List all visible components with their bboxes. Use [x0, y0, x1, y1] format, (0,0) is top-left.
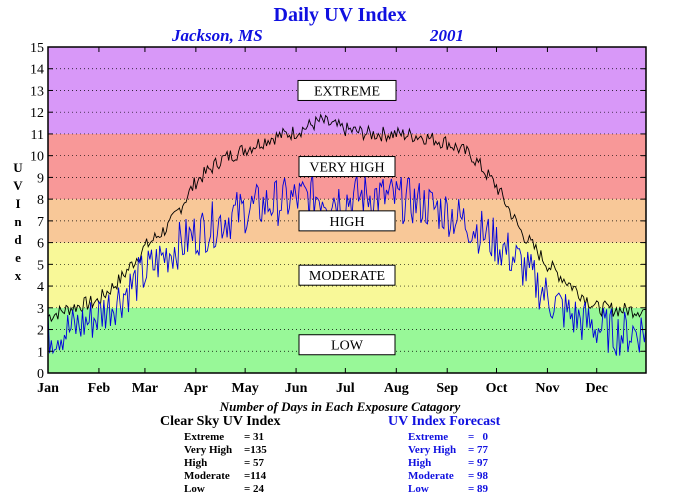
series-line-forecast: [47, 172, 647, 356]
chart-subtitle-year: 2001: [430, 26, 464, 45]
clear-sky-row: Extreme = 31: [184, 431, 265, 443]
band-label: EXTREME: [314, 84, 380, 99]
forecast-row: Very High = 77: [408, 444, 489, 456]
band-label-box: [298, 264, 396, 286]
clear-sky-row: Very High =135: [184, 444, 267, 456]
x-tick-label: May: [232, 381, 259, 396]
y-axis-label-letter: n: [14, 214, 22, 229]
x-tick-label: Sep: [436, 381, 458, 396]
band-label-box: [298, 334, 396, 356]
band-label: LOW: [331, 339, 364, 354]
clear-sky-stats: Clear Sky UV Index Extreme = 31 Very High…: [160, 414, 280, 496]
clear-sky-header: Clear Sky UV Index: [160, 414, 281, 429]
x-tick-label: Jan: [37, 381, 59, 396]
y-tick-label: 2: [37, 324, 44, 339]
band-label: HIGH: [330, 215, 365, 230]
y-axis-label-letter: d: [14, 232, 22, 247]
band-label-box: [298, 210, 396, 232]
forecast-stats: UV Index Forecast Extreme = 0 Very High = …: [388, 414, 500, 496]
x-tick-label: Feb: [88, 381, 111, 396]
y-axis-label-letter: x: [15, 268, 22, 283]
x-tick-label: Dec: [585, 381, 608, 396]
x-tick-label: Aug: [384, 381, 409, 396]
y-axis-label-letter: U: [13, 160, 23, 175]
y-tick-label: 9: [37, 171, 44, 186]
y-tick-label: 12: [30, 106, 44, 121]
y-tick-label: 10: [30, 150, 44, 165]
y-tick-label: 4: [37, 280, 44, 295]
category-title: Number of Days in Each Exposure Catagory: [219, 399, 461, 414]
band-label-box: [297, 79, 397, 101]
x-tick-label: Apr: [184, 381, 208, 396]
y-tick-label: 13: [30, 84, 44, 99]
forecast-row: High = 97: [408, 457, 489, 469]
band-label: MODERATE: [309, 269, 385, 284]
clear-sky-row: High = 57: [184, 457, 265, 469]
y-tick-label: 1: [37, 345, 44, 360]
x-tick-label: Jun: [285, 381, 308, 396]
y-tick-label: 7: [37, 215, 44, 230]
series-line-clear-sky: [47, 113, 646, 323]
y-axis-label-letter: V: [13, 178, 23, 193]
x-tick-label: Nov: [535, 381, 559, 396]
y-tick-label: 6: [37, 237, 44, 252]
band-label: VERY HIGH: [309, 161, 384, 176]
y-axis-label-letter: e: [15, 250, 21, 265]
forecast-row: Extreme = 0: [408, 431, 489, 443]
y-tick-label: 0: [37, 367, 44, 382]
x-tick-label: Jul: [336, 381, 355, 396]
forecast-row: Low = 89: [408, 483, 489, 495]
chart-subtitle-location: Jackson, MS: [172, 26, 263, 45]
x-tick-label: Mar: [132, 381, 158, 396]
forecast-header: UV Index Forecast: [388, 414, 501, 429]
forecast-row: Moderate = 98: [408, 470, 489, 482]
y-axis-label-letter: I: [15, 196, 20, 211]
band-label-box: [298, 156, 396, 178]
plot-frame: [47, 46, 647, 374]
y-tick-label: 11: [31, 128, 44, 143]
x-tick-label: Oct: [486, 381, 508, 396]
y-tick-label: 8: [37, 193, 44, 208]
clear-sky-row: Moderate =114: [184, 470, 267, 482]
y-tick-label: 3: [37, 302, 44, 317]
y-tick-label: 5: [37, 258, 44, 273]
chart-title: Daily UV Index: [273, 4, 407, 26]
y-tick-label: 15: [30, 41, 44, 56]
clear-sky-row: Low = 24: [184, 483, 265, 495]
y-tick-label: 14: [30, 63, 44, 78]
